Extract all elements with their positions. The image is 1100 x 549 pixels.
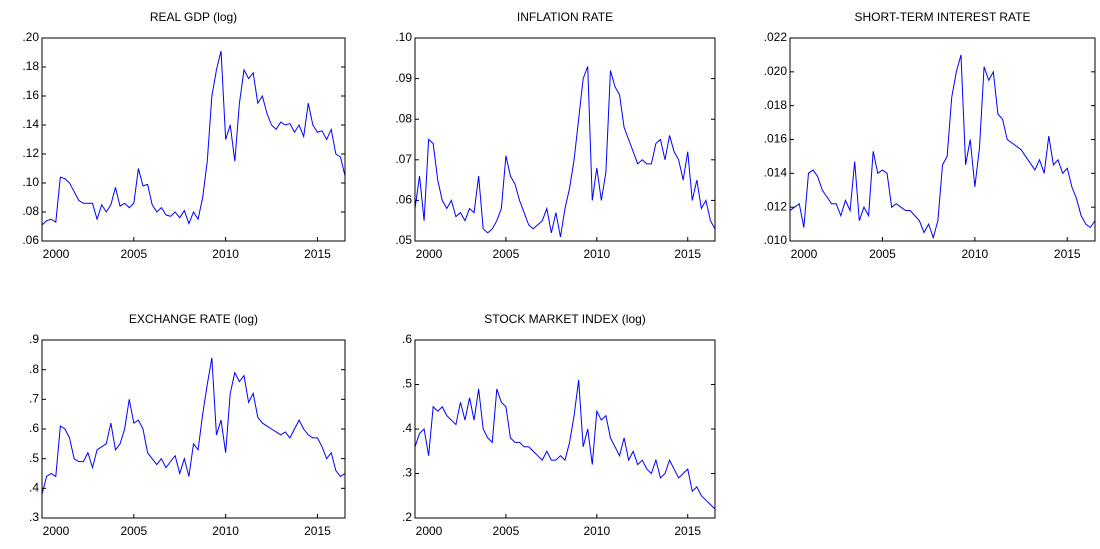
line-series [41,50,346,226]
y-tick-label: .10 [22,175,39,189]
x-tick-label: 2010 [583,247,610,261]
plot-frame [41,339,346,519]
y-tick-label: .16 [22,88,39,102]
y-tick-label: .020 [764,64,788,78]
y-tick-label: .022 [764,30,788,44]
y-tick-label: .8 [29,362,39,376]
y-tick-label: .10 [395,30,412,44]
y-tick-label: .20 [22,30,39,44]
x-tick-label: 2015 [674,524,701,538]
panel: INFLATION RATE .05 .06 .07 .08 .09 .10 2000 2005… [395,10,716,261]
x-tick-label: 2005 [120,247,147,261]
panel: SHORT-TERM INTEREST RATE .010 .012 .014 .016… [764,10,1096,261]
plot-frame [414,37,716,242]
x-tick-label: 2010 [212,524,239,538]
y-tick-label: .09 [395,71,412,85]
line-series [789,54,1096,240]
y-tick-label: .4 [29,481,39,495]
y-tick-label: .5 [29,451,39,465]
y-tick-label: .06 [395,193,412,207]
x-tick-label: 2005 [493,524,520,538]
y-tick-label: .3 [29,510,39,524]
y-tick-label: .6 [402,332,412,346]
x-tick-label: 2000 [416,524,443,538]
x-tick-label: 2000 [43,524,70,538]
plot-frame [789,37,1096,242]
y-tick-label: .05 [395,233,412,247]
x-tick-label: 2000 [43,247,70,261]
y-tick-label: .7 [29,392,39,406]
line-series [414,379,716,510]
x-tick-label: 2015 [304,247,331,261]
x-tick-label: 2005 [493,247,520,261]
y-tick-label: .6 [29,421,39,435]
y-tick-label: .014 [764,166,788,180]
x-tick-label: 2010 [212,247,239,261]
panel-title: SHORT-TERM INTEREST RATE [854,10,1030,24]
line-series [414,66,716,238]
y-tick-label: .2 [402,510,412,524]
y-tick-label: .12 [22,146,39,160]
plot-frame [414,339,716,519]
plot-frame [41,37,346,242]
panel: EXCHANGE RATE (log) .3 .4 .5 .6 .7 .8 .9 2000 200… [29,312,346,538]
x-tick-label: 2000 [791,247,818,261]
y-tick-label: .14 [22,117,39,131]
line-series [41,357,346,495]
y-tick-label: .5 [402,377,412,391]
x-tick-label: 2000 [416,247,443,261]
y-tick-label: .18 [22,59,39,73]
y-tick-label: .3 [402,466,412,480]
panel-title: EXCHANGE RATE (log) [129,312,258,326]
y-tick-label: .08 [395,111,412,125]
x-tick-label: 2005 [869,247,896,261]
x-tick-label: 2005 [120,524,147,538]
panel-title: STOCK MARKET INDEX (log) [484,312,646,326]
x-tick-label: 2015 [674,247,701,261]
x-tick-label: 2015 [304,524,331,538]
panel-title: INFLATION RATE [517,10,613,24]
y-tick-label: .012 [764,199,788,213]
panel: STOCK MARKET INDEX (log) .2 .3 .4 .5 .6 2000 20… [402,312,716,538]
y-tick-label: .06 [22,233,39,247]
x-tick-label: 2015 [1054,247,1081,261]
y-tick-label: .4 [402,421,412,435]
y-tick-label: .010 [764,233,788,247]
y-tick-label: .018 [764,98,788,112]
panel: REAL GDP (log) .06 .08 .10 .12 .14 .16 .18 .20 20… [22,10,346,261]
y-tick-label: .08 [22,204,39,218]
panel-title: REAL GDP (log) [150,10,237,24]
x-tick-label: 2010 [583,524,610,538]
y-tick-label: .07 [395,152,412,166]
y-tick-label: .016 [764,132,788,146]
y-tick-label: .9 [29,332,39,346]
x-tick-label: 2010 [961,247,988,261]
